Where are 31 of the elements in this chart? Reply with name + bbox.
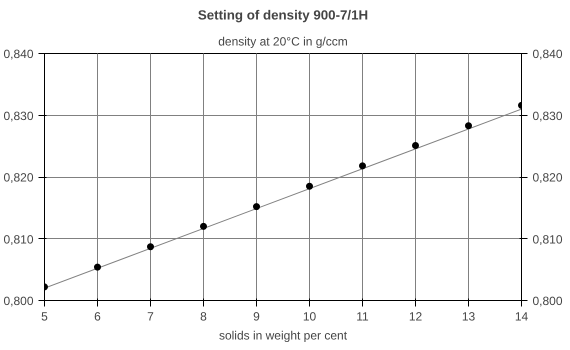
x-axis-title: solids in weight per cent: [218, 328, 348, 342]
x-tick-label: 9: [253, 310, 260, 324]
point: [147, 243, 154, 250]
y2-tick-label: 0,830: [532, 108, 563, 123]
y-tick-label: 0,830: [3, 108, 34, 123]
y2-tick-label: 0,800: [532, 294, 563, 308]
x-tick-label: 12: [408, 310, 422, 324]
point: [465, 122, 472, 130]
y2-tick-label: 0,820: [532, 170, 563, 184]
x-tick-label: 10: [302, 310, 316, 324]
y2-tick-label: 0,810: [532, 232, 563, 246]
y-tick-label: 0,800: [3, 294, 34, 308]
x-tick-label: 13: [462, 310, 476, 324]
chart-title: Setting of density 900-7/1H: [198, 8, 368, 22]
point: [253, 203, 260, 210]
chart-subtitle: density at 20°C in g/ccm: [218, 34, 348, 48]
y2-tick-label: 0,840: [532, 47, 563, 61]
x-tick-label: 14: [514, 310, 528, 324]
y-tick-label: 0,820: [3, 170, 34, 184]
x-tick-label: 7: [147, 310, 154, 324]
point: [359, 162, 366, 170]
point: [94, 264, 101, 271]
point: [306, 182, 313, 190]
y-tick-label: 0,810: [3, 232, 34, 246]
x-tick-label: 8: [200, 310, 208, 324]
y-tick-label: 0,840: [3, 47, 34, 61]
point: [412, 142, 419, 149]
point: [200, 222, 207, 230]
x-tick-label: 6: [94, 310, 102, 324]
x-tick-label: 5: [41, 310, 48, 324]
x-tick-label: 11: [356, 310, 370, 324]
